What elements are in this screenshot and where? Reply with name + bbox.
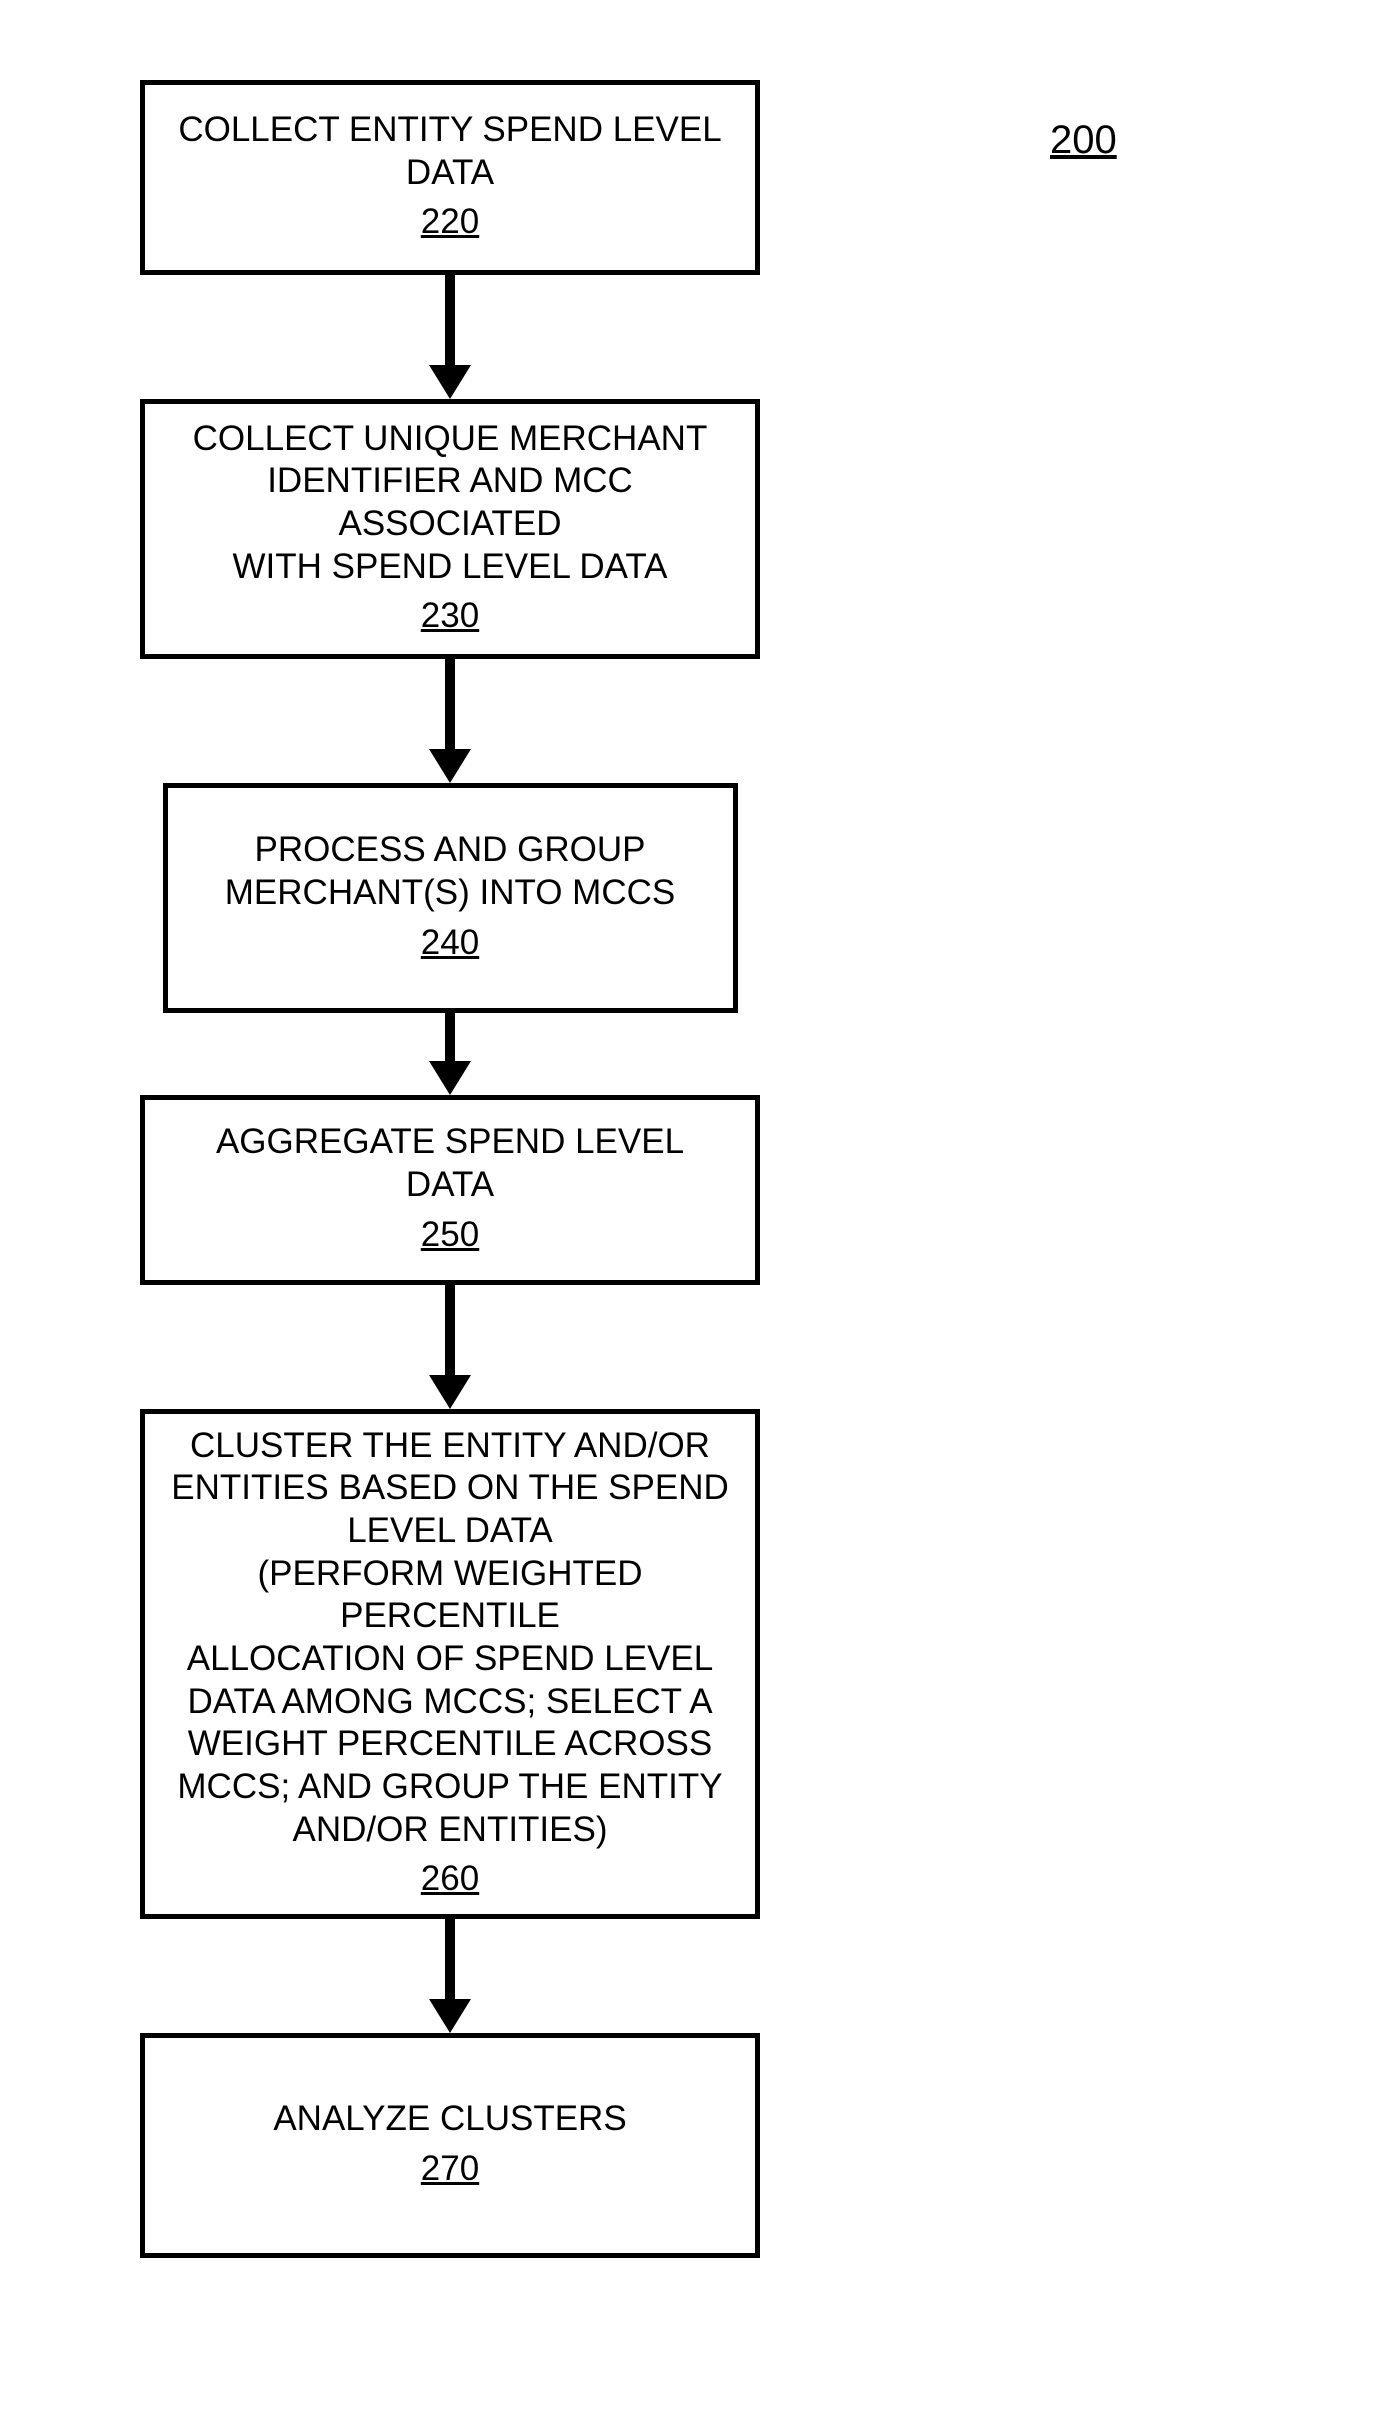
flow-step-line: MCCS; AND GROUP THE ENTITY [177, 1766, 722, 1809]
flow-arrow [429, 659, 471, 783]
flow-step-270: ANALYZE CLUSTERS 270 [140, 2033, 760, 2258]
flow-step-text: ANALYZE CLUSTERS [273, 2098, 626, 2141]
flow-step-ref: 250 [421, 1215, 479, 1255]
flow-step-line: DATA AMONG MCCS; SELECT A [187, 1681, 712, 1724]
flow-step-line: (PERFORM WEIGHTED PERCENTILE [169, 1553, 731, 1638]
flow-step-line: WEIGHT PERCENTILE ACROSS [188, 1723, 712, 1766]
flow-step-line: ENTITIES BASED ON THE SPEND [171, 1467, 729, 1510]
flow-arrow-head [429, 365, 471, 399]
flow-step-220: COLLECT ENTITY SPEND LEVELDATA 220 [140, 80, 760, 275]
flow-arrow-stem [445, 1013, 455, 1061]
flow-step-230: COLLECT UNIQUE MERCHANTIDENTIFIER AND MC… [140, 399, 760, 659]
flow-step-line: MERCHANT(S) INTO MCCS [225, 872, 675, 915]
flow-step-line: PROCESS AND GROUP [255, 829, 646, 872]
flow-step-ref: 270 [421, 2149, 479, 2189]
flow-step-ref: 240 [421, 923, 479, 963]
flow-step-ref: 260 [421, 1859, 479, 1899]
flowchart-column: COLLECT ENTITY SPEND LEVELDATA220COLLECT… [140, 80, 760, 2258]
flow-step-line: DATA [406, 152, 494, 195]
flow-arrow-head [429, 1061, 471, 1095]
flow-arrow-stem [445, 275, 455, 365]
flow-step-text: AGGREGATE SPEND LEVEL DATA [169, 1121, 731, 1206]
flow-step-text: COLLECT UNIQUE MERCHANTIDENTIFIER AND MC… [169, 418, 731, 589]
figure-reference-label: 200 [1050, 118, 1117, 163]
flow-arrow-head [429, 1375, 471, 1409]
flow-arrow-stem [445, 1285, 455, 1375]
flow-step-text: CLUSTER THE ENTITY AND/ORENTITIES BASED … [169, 1425, 731, 1852]
flow-arrow-head [429, 1999, 471, 2033]
flow-step-260: CLUSTER THE ENTITY AND/ORENTITIES BASED … [140, 1409, 760, 1919]
flow-step-line: COLLECT UNIQUE MERCHANT [193, 418, 708, 461]
flow-step-line: AND/OR ENTITIES) [292, 1809, 607, 1852]
flow-step-line: ALLOCATION OF SPEND LEVEL [187, 1638, 713, 1681]
flow-arrow [429, 1919, 471, 2033]
flow-step-line: WITH SPEND LEVEL DATA [233, 546, 668, 589]
flow-arrow [429, 1285, 471, 1409]
flow-step-line: COLLECT ENTITY SPEND LEVEL [178, 109, 721, 152]
flow-step-line: AGGREGATE SPEND LEVEL DATA [169, 1121, 731, 1206]
flow-step-250: AGGREGATE SPEND LEVEL DATA 250 [140, 1095, 760, 1285]
flow-step-line: LEVEL DATA [347, 1510, 553, 1553]
flow-arrow [429, 1013, 471, 1095]
flow-step-240: PROCESS AND GROUPMERCHANT(S) INTO MCCS 24… [163, 783, 738, 1013]
flow-step-text: COLLECT ENTITY SPEND LEVELDATA [178, 109, 721, 194]
flow-step-line: ANALYZE CLUSTERS [273, 2098, 626, 2141]
flow-arrow-stem [445, 659, 455, 749]
flow-arrow [429, 275, 471, 399]
flow-step-ref: 220 [421, 202, 479, 242]
flow-step-text: PROCESS AND GROUPMERCHANT(S) INTO MCCS [225, 829, 675, 914]
flow-step-line: IDENTIFIER AND MCC ASSOCIATED [169, 460, 731, 545]
flow-step-ref: 230 [421, 596, 479, 636]
flow-step-line: CLUSTER THE ENTITY AND/OR [190, 1425, 710, 1468]
flow-arrow-stem [445, 1919, 455, 1999]
flow-arrow-head [429, 749, 471, 783]
